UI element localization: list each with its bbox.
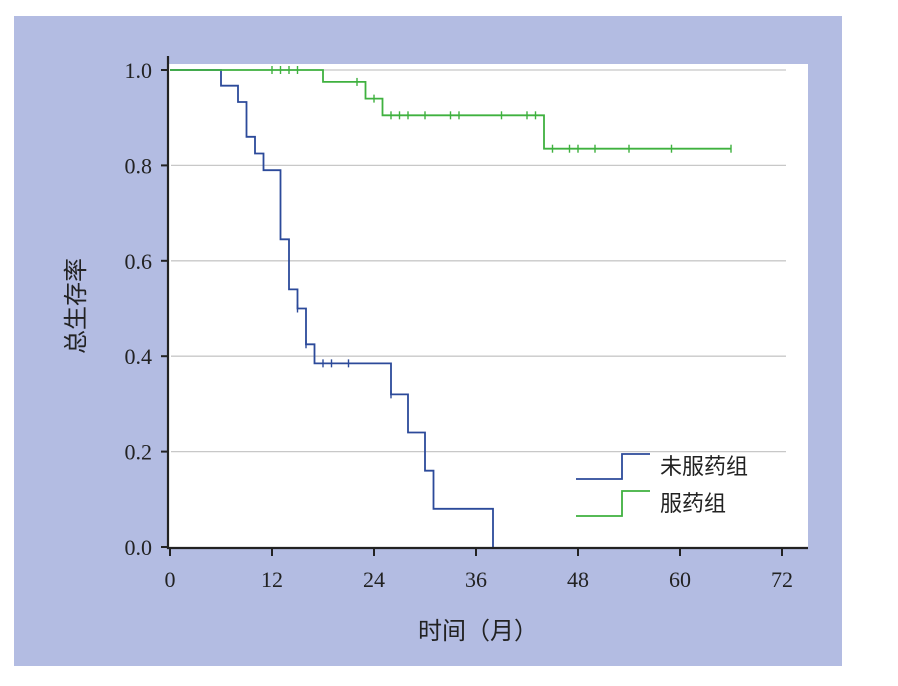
x-tick-label: 72 xyxy=(771,567,793,592)
legend-symbol-0 xyxy=(576,453,650,480)
x-tick-label: 36 xyxy=(465,567,487,592)
series-line-0 xyxy=(170,69,494,547)
series-layer xyxy=(170,66,732,547)
survival-chart: 0.0 0.2 0.4 0.6 0.8 1.0 0 12 24 36 48 60 72 时间（月） 总生存率… xyxy=(62,56,808,645)
x-tick-label: 12 xyxy=(261,567,283,592)
y-tick-label: 0.4 xyxy=(125,344,153,369)
y-tick-label: 0.0 xyxy=(125,535,153,560)
y-tick-label: 0.6 xyxy=(125,249,153,274)
x-tick-label: 0 xyxy=(165,567,176,592)
gridlines xyxy=(171,69,786,453)
x-tick-label: 48 xyxy=(567,567,589,592)
legend-symbol-1 xyxy=(576,490,650,517)
legend-label-0: 未服药组 xyxy=(660,455,748,480)
chart-figure: 0.0 0.2 0.4 0.6 0.8 1.0 0 12 24 36 48 60 72 时间（月） 总生存率… xyxy=(14,16,842,666)
y-tick-label: 0.2 xyxy=(125,440,153,465)
axes: 0.0 0.2 0.4 0.6 0.8 1.0 0 12 24 36 48 60 72 时间（月） 总生存率 xyxy=(62,56,808,645)
x-tick-label: 24 xyxy=(363,567,385,592)
y-tick-label: 0.8 xyxy=(125,153,153,178)
legend-label-1: 服药组 xyxy=(660,492,726,517)
x-axis-title: 时间（月） xyxy=(418,617,538,645)
y-axis-title: 总生存率 xyxy=(62,258,90,354)
y-tick-label: 1.0 xyxy=(125,58,153,83)
plot-area xyxy=(168,64,808,549)
x-tick-label: 60 xyxy=(669,567,691,592)
